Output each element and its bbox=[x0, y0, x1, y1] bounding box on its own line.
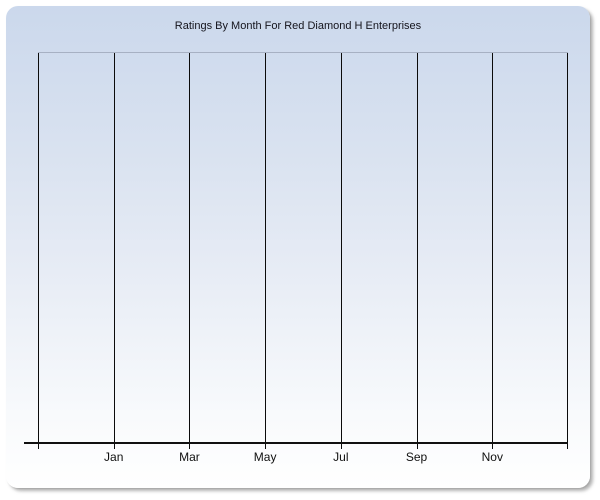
x-axis-labels: Jan Mar May Jul Sep Nov bbox=[38, 443, 568, 467]
x-tick-label: May bbox=[253, 450, 277, 464]
x-tick-label: Sep bbox=[405, 450, 428, 464]
gridline bbox=[113, 53, 115, 449]
x-tick-label: Jan bbox=[104, 450, 124, 464]
gridline bbox=[416, 53, 418, 449]
plot-area: Jan Mar May Jul Sep Nov bbox=[24, 52, 568, 464]
x-tick-label: Nov bbox=[481, 450, 503, 464]
x-tick-label: Mar bbox=[179, 450, 200, 464]
chart-card: Ratings By Month For Red Diamond H Enter… bbox=[6, 6, 590, 488]
gridline bbox=[340, 53, 342, 449]
gridline bbox=[265, 53, 267, 449]
gridline bbox=[567, 53, 568, 449]
gridline bbox=[189, 53, 191, 449]
x-tick-label: Jul bbox=[333, 450, 349, 464]
x-axis-line bbox=[24, 442, 568, 444]
gridline bbox=[492, 53, 494, 449]
gridline bbox=[38, 53, 39, 449]
chart-title: Ratings By Month For Red Diamond H Enter… bbox=[174, 20, 422, 32]
